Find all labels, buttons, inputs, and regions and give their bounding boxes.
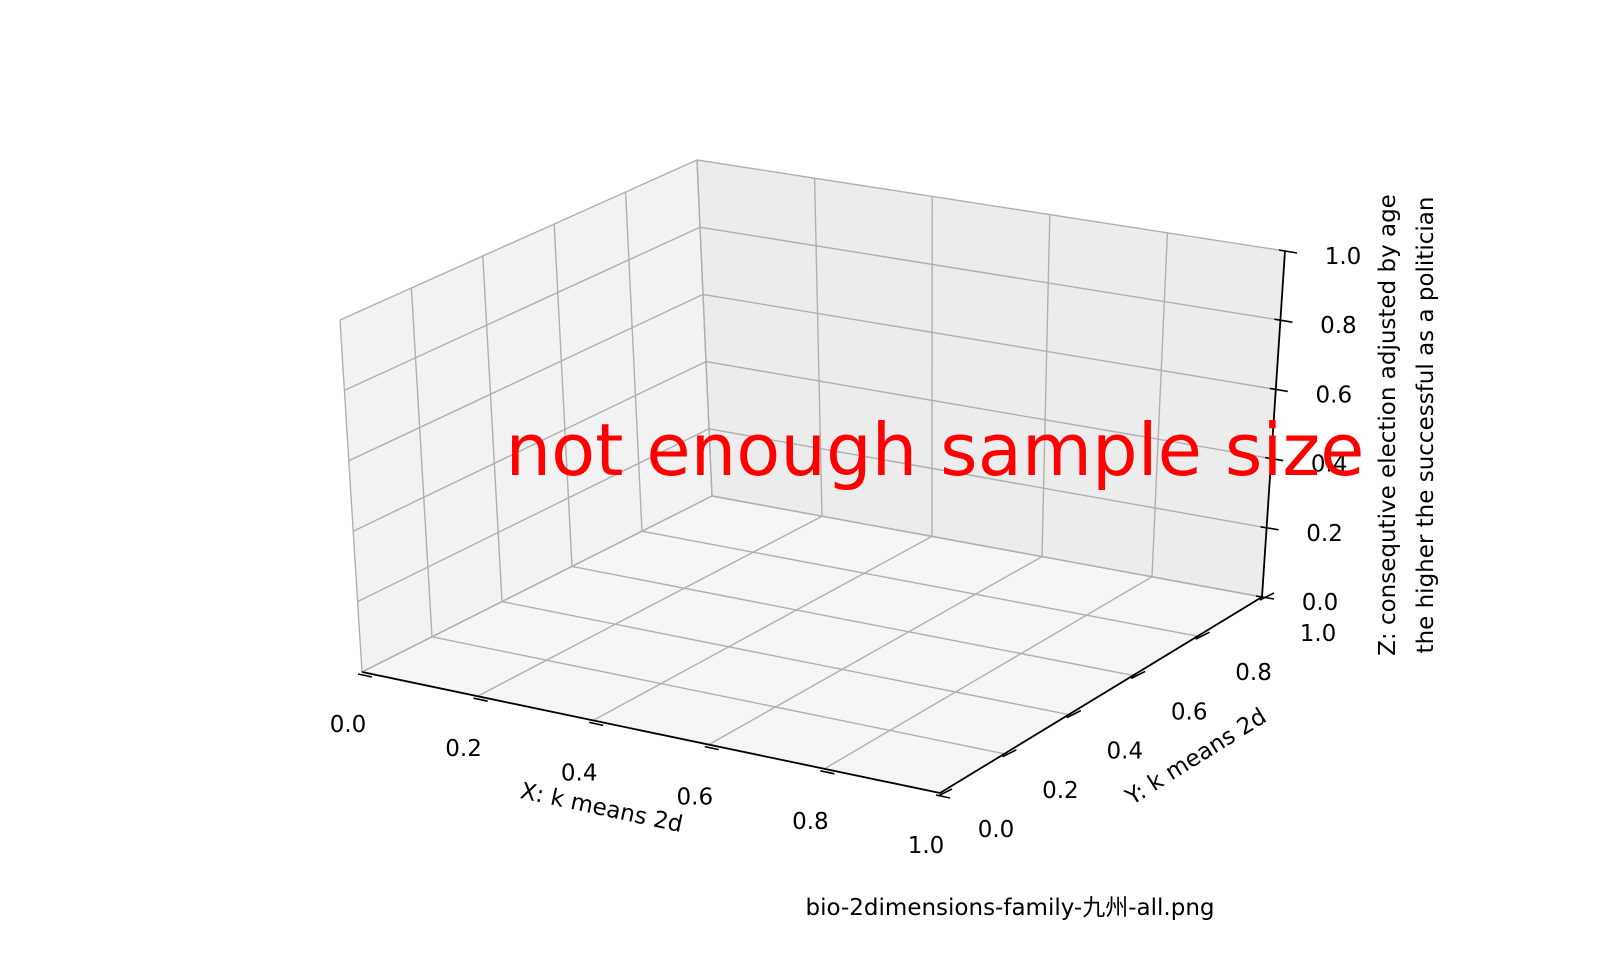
grid-line-x-floor [477,515,823,697]
grid-line-y-floor [641,530,1198,637]
x-axis-label: X: k means 2d [518,778,685,838]
grid-line-y-left [410,287,433,637]
y-tick-label: 1.0 [1300,621,1337,647]
grid-line-x-floor [708,555,1043,746]
x-tick [820,770,835,775]
z-axis-line [1261,250,1286,598]
grid-line-y-left [553,223,573,567]
x-tick-label: 0.8 [792,809,829,835]
z-tick-label: 0.0 [1302,590,1339,616]
back-pane [697,160,1285,597]
y-tick [1066,709,1082,719]
x-tick [704,745,719,751]
grid-line-y-floor [711,495,1263,598]
grid-line-z-left [357,428,710,603]
y-tick [1002,749,1017,758]
grid-line-x-back [1151,232,1169,577]
z-tick-label: 0.2 [1306,521,1343,547]
grid-line-z-back [696,159,1286,252]
x-axis-line [361,671,941,794]
axis-lines [361,250,1286,794]
tick-labels: 0.0 0.0 0.0 0.2 0.2 0.2 0.4 0.4 0.4 0.6 0.6 0.6 0.8 0… [330,244,1362,859]
y-tick-label: 0.0 [978,817,1015,843]
z-tick [1265,456,1284,462]
x-tick-label: 1.0 [908,833,945,859]
x-tick [589,721,604,727]
x-tick-label: 0.6 [677,785,714,811]
tick-marks [357,249,1298,799]
y-tick-label: 0.8 [1235,660,1272,686]
x-tick-label: 0.2 [445,736,482,762]
y-tick [1195,631,1210,640]
y-tick-label: 0.2 [1042,778,1079,804]
grid-line-z-back [705,360,1272,460]
x-tick [935,794,951,799]
y-axis-line [939,596,1263,794]
z-tick-label: 1.0 [1325,244,1362,270]
left-pane [340,160,712,672]
grid-line-x-back [813,178,823,517]
grid-line-z-back [708,428,1267,529]
z-tick [1274,318,1293,323]
y-tick-label: 0.6 [1171,699,1208,725]
x-tick [473,697,488,702]
y-tick [1130,670,1146,680]
grid-line-z-left [348,293,704,462]
grid-line-y-floor [571,565,1134,677]
grid-line-y-left [624,191,643,532]
y-tick-label: 0.4 [1107,739,1144,765]
grid-line-y-left [696,159,713,497]
grid-line-z-left [352,360,707,532]
grid-line-z-left [344,226,701,392]
grid-line-y-left [339,319,363,673]
z-axis-label-line-2: the higher the successful as a politicia… [1413,197,1439,654]
z-tick-label: 0.4 [1311,452,1348,478]
grid-line-x-back [1041,214,1051,557]
overlay-annotation: not enough sample size [506,408,1365,492]
grid-line-x-floor [592,535,933,722]
grid-line-z-back [699,226,1281,321]
y-tick [937,788,953,797]
x-tick-label: 0.4 [561,760,598,786]
z-tick [1260,526,1279,531]
z-tick-label: 0.8 [1320,313,1357,339]
z-tick-label: 0.6 [1316,382,1353,408]
z-tick [1269,387,1288,393]
x-tick-label: 0.0 [330,712,367,738]
grid-line-z-left [339,159,698,321]
grid-line-z-back [702,293,1276,391]
grid-line-x-floor [824,576,1153,770]
grid-line-y-left [482,255,503,602]
grid-line-z-left [361,495,713,673]
grid-line-y-floor [431,636,1005,755]
z-axis-label: Z: consequtive election adjusted by age [1375,194,1401,656]
grid-line-y-floor [501,600,1069,716]
z-tick [1278,249,1298,254]
x-tick [357,673,373,678]
footer-filename: bio-2dimensions-family-九州-all.png [806,895,1215,921]
y-tick [1259,592,1275,601]
